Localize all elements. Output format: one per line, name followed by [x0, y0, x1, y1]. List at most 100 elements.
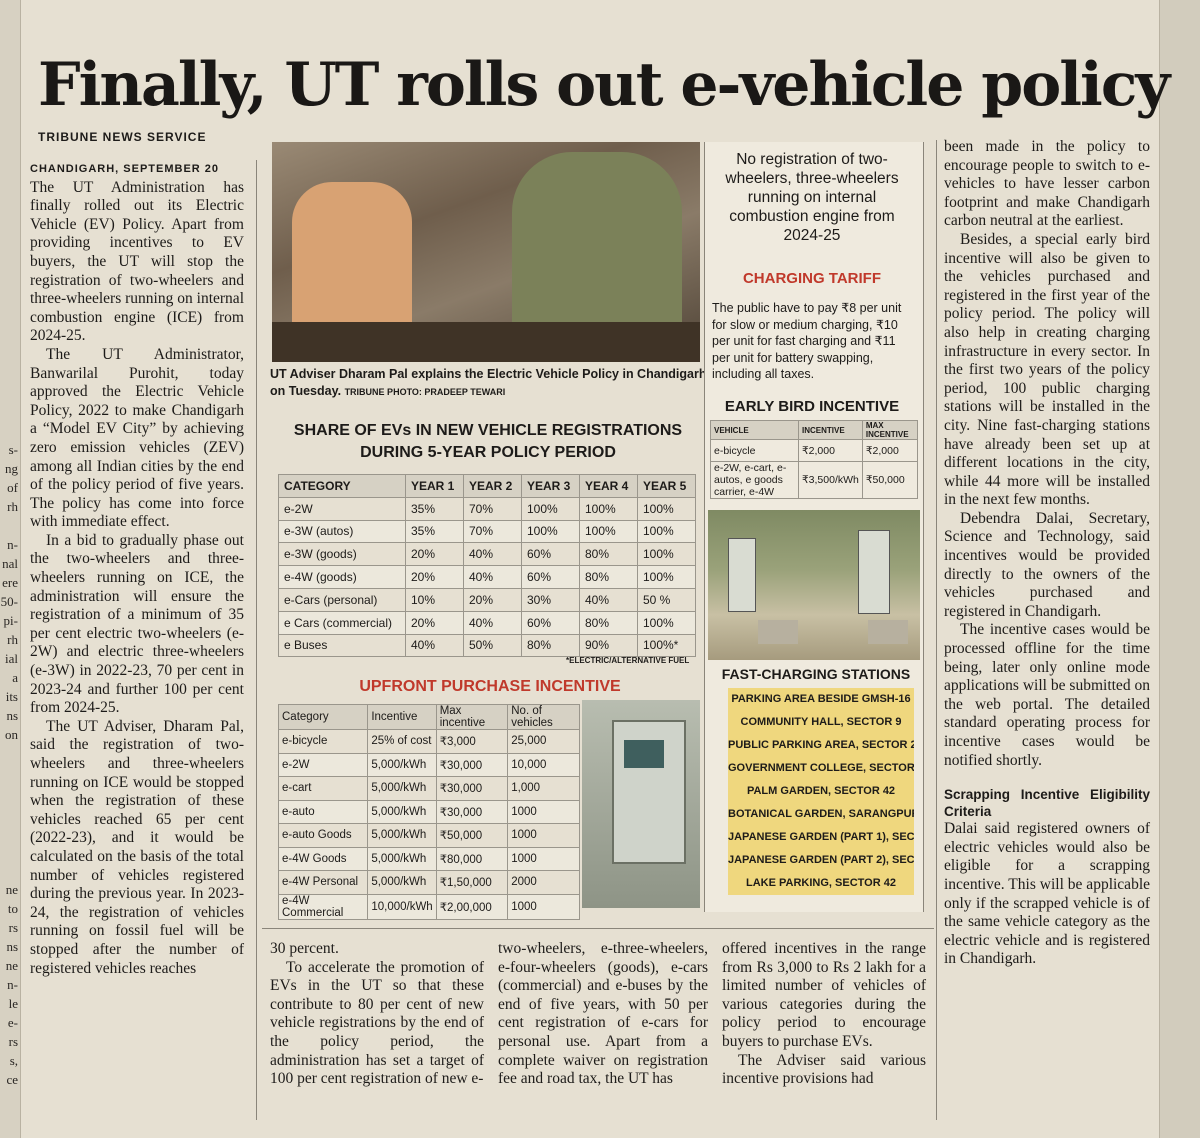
table-cell: 80% — [578, 565, 638, 589]
stub-fragment: le — [8, 996, 18, 1011]
table-cell: 5,000/kWh — [367, 870, 437, 895]
table-cell: 1000 — [507, 799, 580, 824]
table-cell: ₹2,000 — [861, 439, 919, 462]
stub-fragment: 50- — [0, 594, 18, 609]
table-cell: 100% — [636, 496, 697, 521]
early-bird-title: EARLY BIRD INCENTIVE — [724, 398, 900, 415]
paragraph: two-wheelers, e-three-wheelers, e-four-w… — [498, 940, 708, 1088]
table-cell: 100% — [578, 519, 638, 544]
article-column-1: CHANDIGARH, SEPTEMBER 20 The UT Administ… — [30, 160, 244, 978]
table-row: e-4W Goods 5,000/kWh ₹80,000 1000 — [277, 846, 580, 871]
stub-fragment: ce — [6, 1072, 18, 1087]
station-item: BOTANICAL GARDEN, SARANGPUR — [728, 808, 914, 820]
stations-title: FAST-CHARGING STATIONS — [721, 666, 911, 682]
table-cell: 1000 — [507, 893, 580, 920]
station-item: PARKING AREA BESIDE GMSH-16 — [731, 693, 911, 705]
stub-fragment: a — [12, 670, 18, 685]
table-cell: 40% — [462, 565, 522, 589]
table-header-cell: Category — [277, 704, 369, 730]
table-cell: 1000 — [507, 823, 580, 848]
table-header-cell: No. of vehicles — [507, 704, 580, 730]
table-cell: 70% — [462, 519, 522, 544]
table-cell: 10,000/kWh — [367, 893, 437, 920]
table-cell: e-4W Goods — [277, 846, 369, 871]
stub-fragment: rh — [7, 632, 18, 647]
table-cell: e-bicycle — [277, 729, 369, 754]
table-header-cell: Max incentive — [435, 704, 509, 730]
table-cell: ₹2,000 — [797, 439, 863, 462]
table-cell: 100% — [636, 542, 697, 567]
table-cell: 35% — [404, 519, 464, 544]
headline: Finally, UT rolls out e-vehicle policy — [38, 50, 1170, 120]
charger-post — [858, 530, 890, 614]
table-row: e-bicycle ₹2,000 ₹2,000 — [710, 439, 919, 462]
stub-fragment: rs — [8, 920, 18, 935]
table-cell: 40% — [404, 633, 464, 658]
table-header-cell: YEAR 5 — [636, 474, 697, 498]
table-cell: 35% — [404, 496, 464, 521]
table-cell: 5,000/kWh — [367, 823, 437, 848]
table-cell: 80% — [578, 610, 638, 635]
right-page-edge — [1159, 0, 1200, 1138]
paragraph: Dalai said registered owners of electric… — [944, 820, 1150, 968]
table-cell: ₹30,000 — [435, 799, 509, 824]
table-row: e-4W Commercial 10,000/kWh ₹2,00,000 1000 — [277, 893, 580, 920]
table-cell: 100% — [636, 565, 697, 589]
stub-fragment: s- — [8, 442, 18, 457]
table-cell: e Cars (commercial) — [278, 610, 406, 635]
stub-fragment: pi- — [3, 613, 18, 628]
table-cell: 60% — [520, 542, 580, 567]
table-header-row: Category Incentive Max incentive No. of veh… — [277, 704, 580, 730]
table-cell: e-3W (autos) — [278, 519, 406, 544]
paragraph: The UT Administration has finally rolled… — [30, 178, 244, 345]
charger-photo — [582, 700, 700, 908]
stub-fragment: ne — [5, 882, 18, 897]
tariff-text: The public have to pay ₹8 per unit for s… — [712, 301, 902, 381]
table-cell: ₹3,000 — [435, 729, 509, 754]
column-rule — [936, 140, 937, 1120]
table-row: e-4W (goods) 20% 40% 60% 80% 100% — [278, 565, 697, 589]
stub-fragment: ne — [5, 958, 18, 973]
table-cell: ₹50,000 — [435, 823, 509, 848]
table-header-row: VEHICLE INCENTIVE MAX INCENTIVE — [710, 420, 919, 440]
station-item: PUBLIC PARKING AREA, SECTOR 24-A — [728, 739, 914, 751]
stub-fragment: ere — [2, 575, 18, 590]
table-cell: ₹1,50,000 — [435, 870, 509, 895]
table-cell: 20% — [404, 542, 464, 567]
paragraph: Debendra Dalai, Secretary, Science and T… — [944, 509, 1150, 620]
stub-fragment: its — [5, 689, 18, 704]
table-cell: 60% — [520, 565, 580, 589]
bottom-rule — [262, 928, 934, 929]
stub-fragment: on — [5, 727, 18, 742]
table-cell: e-4W Personal — [277, 870, 369, 895]
paragraph: The incentive cases would be processed o… — [944, 621, 1150, 769]
table-cell: 5,000/kWh — [367, 752, 437, 777]
paragraph: 30 percent. — [270, 940, 339, 957]
article-column-3: two-wheelers, e-three-wheelers, e-four-w… — [498, 940, 708, 1089]
stations-list: PARKING AREA BESIDE GMSH-16 COMMUNITY HAL… — [728, 688, 914, 895]
paragraph: In a bid to gradually phase out the two-… — [30, 531, 244, 717]
table-cell: 10% — [404, 587, 464, 612]
table-cell: e-cart — [277, 776, 369, 801]
stub-fragment: n- — [7, 537, 18, 552]
stub-fragment: n- — [7, 977, 18, 992]
desk-shape — [272, 322, 700, 362]
table-header-cell: INCENTIVE — [797, 420, 863, 440]
table-cell: 1,000 — [507, 776, 580, 801]
table-row: e-3W (autos) 35% 70% 100% 100% 100% — [278, 519, 697, 544]
table-cell: 40% — [578, 587, 638, 612]
table-cell: 20% — [404, 610, 464, 635]
charger-post — [728, 538, 756, 612]
table-header-cell: Incentive — [367, 704, 437, 730]
left-stub-column-2: ne to rs ns ne n-le e-rs s, ce — [0, 880, 20, 1089]
table-cell: e-auto Goods — [277, 823, 369, 848]
share-footnote: *ELECTRIC/ALTERNATIVE FUEL — [566, 656, 690, 665]
stub-fragment: ng — [5, 461, 18, 476]
upfront-table: Category Incentive Max incentive No. of veh… — [277, 704, 580, 920]
table-cell: e-Cars (personal) — [278, 587, 406, 612]
table-header-cell: YEAR 1 — [404, 474, 464, 498]
table-header-cell: YEAR 4 — [578, 474, 638, 498]
station-item: JAPANESE GARDEN (PART 2), SECTOR 31 — [728, 854, 914, 866]
table-cell: e-4W Commercial — [277, 893, 369, 920]
table-cell: 100% — [520, 496, 580, 521]
